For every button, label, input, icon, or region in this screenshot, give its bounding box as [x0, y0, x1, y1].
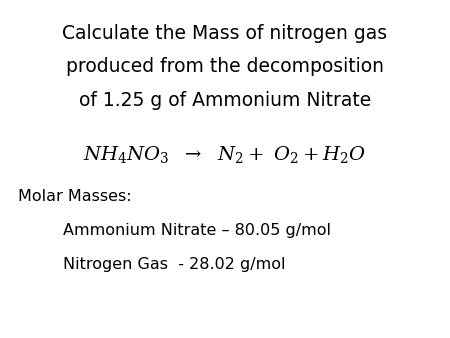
Text: Nitrogen Gas  - 28.02 g/mol: Nitrogen Gas - 28.02 g/mol: [63, 257, 285, 272]
Text: $NH_4NO_3\ \ \rightarrow\ \ N_2+\ O_2+H_2O$: $NH_4NO_3\ \ \rightarrow\ \ N_2+\ O_2+H_…: [83, 144, 367, 165]
Text: Ammonium Nitrate – 80.05 g/mol: Ammonium Nitrate – 80.05 g/mol: [63, 223, 331, 238]
Text: of 1.25 g of Ammonium Nitrate: of 1.25 g of Ammonium Nitrate: [79, 91, 371, 110]
Text: Calculate the Mass of nitrogen gas: Calculate the Mass of nitrogen gas: [63, 24, 387, 43]
Text: Molar Masses:: Molar Masses:: [18, 189, 131, 204]
Text: produced from the decomposition: produced from the decomposition: [66, 57, 384, 76]
